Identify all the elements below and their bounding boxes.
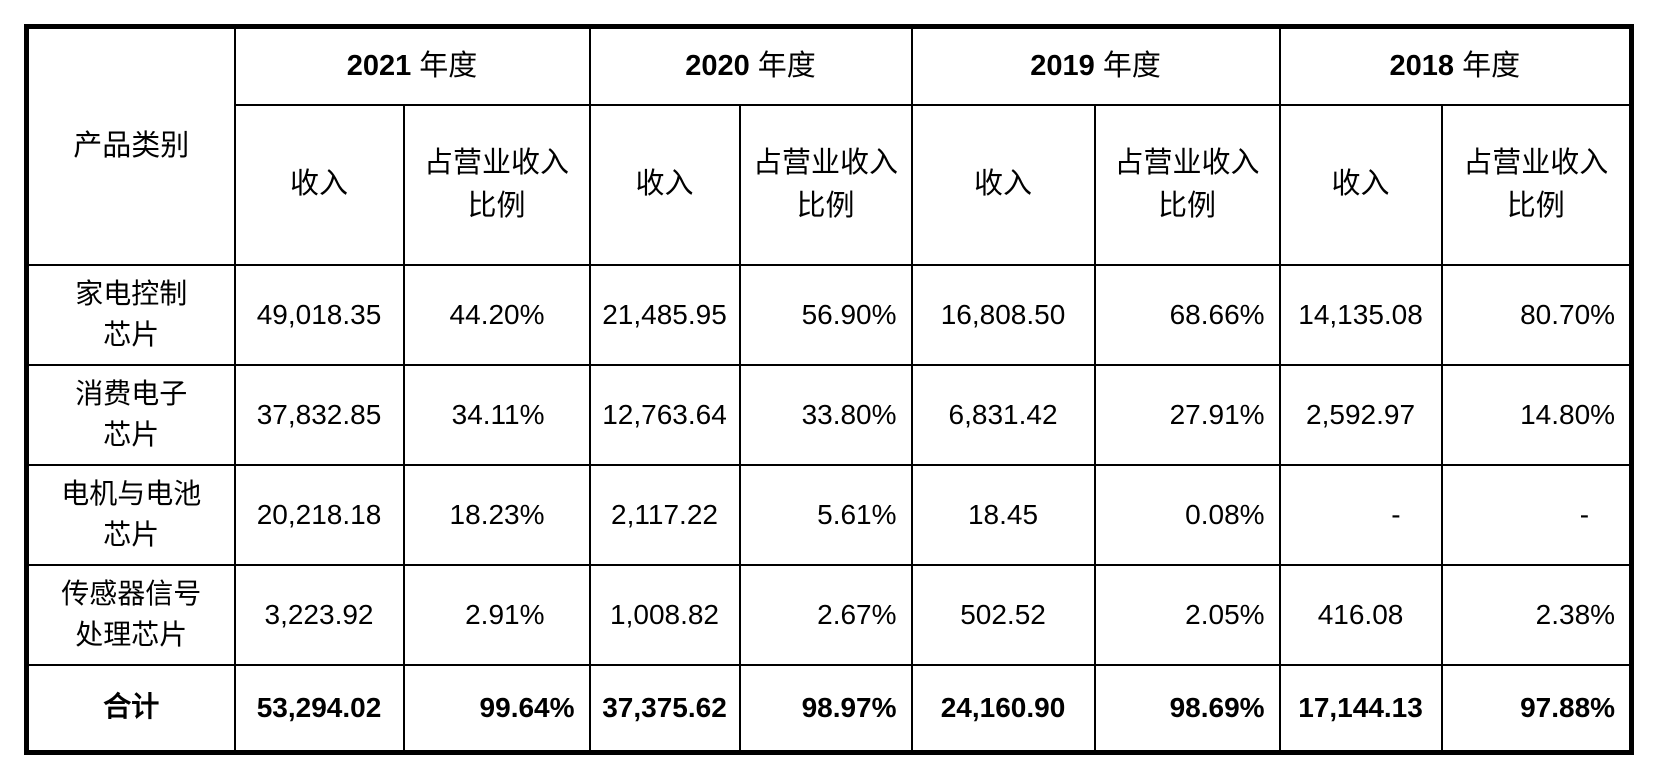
table-row-sensor-signal-chips: 传感器信号 处理芯片 3,223.92 2.91% 1,008.82 2.67%… — [25, 563, 1633, 666]
table-row-consumer-electronics-chips: 消费电子 芯片 37,832.85 34.11% 12,763.64 33.80… — [25, 363, 1633, 466]
table-cell: 14.80% — [1440, 363, 1633, 466]
table-cell: 34.11% — [402, 363, 591, 466]
row-category: 传感器信号 处理芯片 — [25, 563, 236, 666]
header-year-2020: 2020 年度 — [588, 25, 913, 106]
table-cell: 44.20% — [402, 263, 591, 366]
table-cell: 97.88% — [1440, 663, 1633, 754]
table-cell: 12,763.64 — [588, 363, 741, 466]
table-cell: 2.05% — [1093, 563, 1281, 666]
table-cell: 2,117.22 — [588, 463, 741, 566]
header-ratio-2020: 占营业收入 比例 — [738, 103, 913, 266]
table-cell: 80.70% — [1440, 263, 1633, 366]
year-suffix: 年度 — [411, 50, 478, 83]
table-cell: - — [1440, 463, 1633, 566]
table-cell: 56.90% — [738, 263, 913, 366]
table-row-home-appliance-chips: 家电控制 芯片 49,018.35 44.20% 21,485.95 56.90… — [25, 263, 1633, 366]
table-cell: - — [1278, 463, 1443, 566]
table-cell: 2,592.97 — [1278, 363, 1443, 466]
table-cell: 20,218.18 — [233, 463, 405, 566]
revenue-by-product-table: 产品类别 2021 年度 2020 年度 2019 年度 2018 年度 收入 … — [24, 24, 1635, 755]
year-suffix: 年度 — [749, 50, 816, 83]
row-category-total: 合计 — [25, 663, 236, 754]
header-ratio-2018: 占营业收入 比例 — [1440, 103, 1633, 266]
table-cell: 5.61% — [738, 463, 913, 566]
year-number: 2019 — [1030, 50, 1095, 83]
table-cell: 502.52 — [910, 563, 1096, 666]
header-ratio-2019: 占营业收入 比例 — [1093, 103, 1281, 266]
table-cell: 37,832.85 — [233, 363, 405, 466]
table-cell: 16,808.50 — [910, 263, 1096, 366]
table-cell: 99.64% — [402, 663, 591, 754]
year-number: 2018 — [1389, 50, 1455, 83]
table-cell: 3,223.92 — [233, 563, 405, 666]
table-cell: 18.23% — [402, 463, 591, 566]
row-category: 家电控制 芯片 — [25, 263, 236, 366]
table-cell: 17,144.13 — [1278, 663, 1443, 754]
table-cell: 18.45 — [910, 463, 1096, 566]
header-income-2018: 收入 — [1278, 103, 1443, 266]
table-cell: 21,485.95 — [588, 263, 741, 366]
table-cell: 2.91% — [402, 563, 591, 666]
table-cell: 2.38% — [1440, 563, 1633, 666]
header-year-2018: 2018 年度 — [1278, 25, 1633, 106]
header-product-category: 产品类别 — [25, 25, 236, 266]
table-cell: 33.80% — [738, 363, 913, 466]
header-income-2019: 收入 — [910, 103, 1096, 266]
header-year-2019: 2019 年度 — [910, 25, 1281, 106]
table-cell: 37,375.62 — [588, 663, 741, 754]
header-income-2020: 收入 — [588, 103, 741, 266]
table-cell: 98.97% — [738, 663, 913, 754]
year-suffix: 年度 — [1454, 50, 1521, 83]
table-cell: 6,831.42 — [910, 363, 1096, 466]
table-row-total: 合计 53,294.02 99.64% 37,375.62 98.97% 24,… — [25, 663, 1633, 754]
table-cell: 27.91% — [1093, 363, 1281, 466]
table-cell: 1,008.82 — [588, 563, 741, 666]
header-income-2021: 收入 — [233, 103, 405, 266]
header-year-2021: 2021 年度 — [233, 25, 591, 106]
table-cell: 49,018.35 — [233, 263, 405, 366]
header-ratio-2021: 占营业收入 比例 — [402, 103, 591, 266]
table-cell: 2.67% — [738, 563, 913, 666]
row-category: 电机与电池 芯片 — [25, 463, 236, 566]
year-suffix: 年度 — [1094, 50, 1161, 83]
table-cell: 53,294.02 — [233, 663, 405, 754]
table-cell: 68.66% — [1093, 263, 1281, 366]
row-category: 消费电子 芯片 — [25, 363, 236, 466]
table-cell: 98.69% — [1093, 663, 1281, 754]
table-cell: 416.08 — [1278, 563, 1443, 666]
table-cell: 14,135.08 — [1278, 263, 1443, 366]
year-number: 2021 — [346, 50, 412, 83]
table-row-motor-battery-chips: 电机与电池 芯片 20,218.18 18.23% 2,117.22 5.61%… — [25, 463, 1633, 566]
year-number: 2020 — [685, 50, 750, 83]
table-cell: 0.08% — [1093, 463, 1281, 566]
table-cell: 24,160.90 — [910, 663, 1096, 754]
